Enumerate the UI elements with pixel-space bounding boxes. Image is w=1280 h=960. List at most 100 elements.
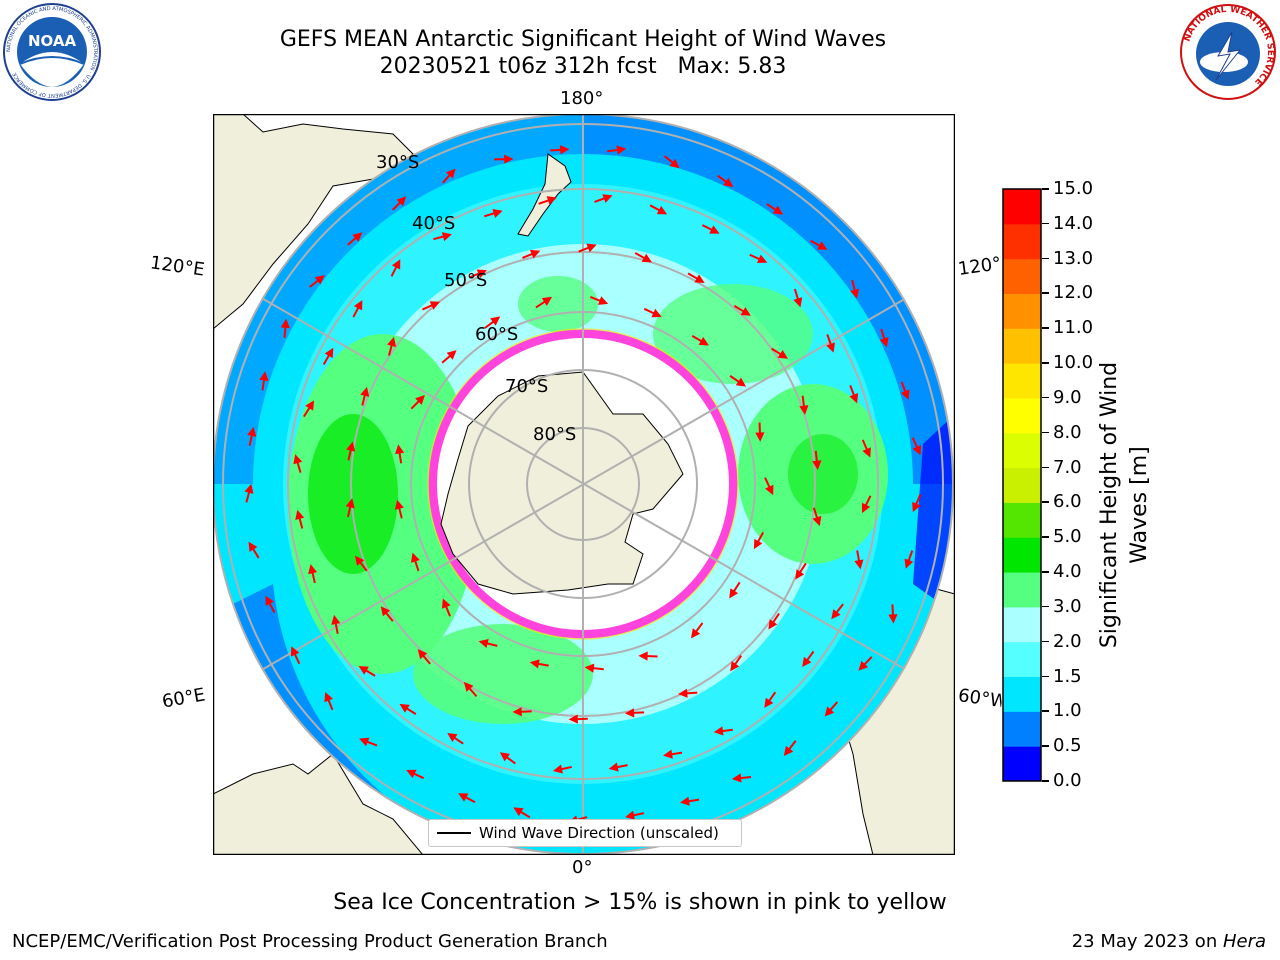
wind-wave-arrow: [552, 764, 572, 774]
wind-wave-arrow: [678, 688, 698, 698]
wind-wave-arrow: [793, 288, 803, 308]
colorbar-segment: [1003, 223, 1041, 260]
wind-wave-arrow: [729, 581, 741, 599]
wind-wave-arrow: [417, 649, 431, 665]
footer-left: NCEP/EMC/Verification Post Processing Pr…: [12, 931, 608, 952]
wind-wave-arrow: [861, 495, 872, 514]
wind-wave-arrow: [663, 749, 683, 759]
nws-logo: NATIONAL WEATHER SERVICE: [1180, 4, 1276, 100]
colorbar-tick-mark: [1042, 431, 1049, 434]
wind-wave-arrow: [680, 796, 700, 806]
wind-wave-arrow: [387, 336, 397, 356]
colorbar-tick-label: 13.0: [1053, 247, 1094, 269]
wind-wave-arrow: [589, 296, 609, 305]
colorbar-segment: [1003, 328, 1041, 364]
wind-wave-arrow: [484, 316, 501, 329]
colorbar-tick-label: 4.0: [1053, 561, 1082, 583]
wind-wave-arrow: [483, 209, 503, 218]
colorbar-tick-label: 15.0: [1053, 178, 1094, 199]
wind-wave-arrow: [888, 604, 898, 624]
wind-wave-arrow: [607, 145, 627, 155]
wind-wave-arrow: [441, 168, 456, 184]
wind-wave-arrow: [764, 477, 774, 496]
polar-map: [213, 114, 955, 855]
wind-wave-arrow: [854, 550, 864, 570]
colorbar-tick-mark: [1042, 362, 1049, 364]
wind-wave-arrow: [568, 714, 588, 724]
colorbar-segment: [1003, 537, 1041, 573]
chart-title: GEFS MEAN Antarctic Significant Height o…: [279, 27, 887, 52]
wind-wave-arrow: [826, 334, 835, 353]
wind-wave-arrow: [463, 681, 478, 698]
wind-wave-arrow: [768, 612, 780, 630]
wind-wave-arrow: [690, 622, 704, 639]
wind-wave-arrow: [522, 249, 541, 259]
wind-wave-arrow: [345, 498, 355, 518]
wind-wave-arrow: [594, 194, 613, 203]
wind-wave-arrow: [499, 752, 516, 765]
wind-wave-arrow: [849, 385, 859, 404]
colorbar-tick-label: 0.5: [1053, 735, 1082, 757]
wind-wave-arrow: [730, 654, 743, 672]
wind-wave-arrow: [858, 656, 873, 671]
wind-wave-arrow: [810, 239, 828, 250]
wind-wave-arrow: [433, 232, 452, 242]
footer-machine: Hera: [1222, 931, 1266, 952]
wind-wave-arrow: [395, 444, 405, 464]
colorbar-segment: [1003, 746, 1041, 782]
wind-wave-arrow: [783, 740, 797, 756]
colorbar-tick-mark: [1042, 396, 1049, 399]
colorbar-tick-mark: [1042, 292, 1049, 294]
colorbar: [1002, 188, 1042, 782]
wind-wave-arrow: [766, 203, 784, 215]
colorbar-segment: [1003, 606, 1041, 643]
wind-wave-arrow: [824, 701, 839, 717]
wind-wave-arrow: [458, 793, 476, 804]
wind-wave-arrow: [494, 154, 514, 164]
colorbar-tick-label: 9.0: [1053, 386, 1082, 408]
lon-label-0: 0°: [572, 857, 593, 878]
lat-label-50s: 50°S: [444, 270, 488, 291]
lon-label-120e: 120°E: [148, 252, 206, 281]
wind-wave-arrow: [861, 439, 871, 458]
wind-wave-arrow: [831, 603, 844, 620]
wind-wave-arrow: [755, 422, 765, 442]
wind-wave-arrow: [638, 651, 658, 661]
wind-wave-arrow: [324, 691, 334, 711]
colorbar-segment: [1003, 258, 1041, 294]
wind-wave-arrow: [717, 174, 734, 187]
wind-wave-arrow: [634, 252, 653, 263]
lon-label-60w: 60°W: [956, 685, 1004, 712]
wind-wave-arrow: [280, 318, 290, 338]
colorbar-tick-mark: [1042, 536, 1049, 538]
colorbar-tick-mark: [1042, 501, 1049, 503]
wind-wave-arrow: [406, 769, 425, 780]
wind-wave-arrow: [608, 762, 628, 772]
noaa-logo: NOAA NATIONAL OCEANIC AND ATMOSPHERIC AD…: [3, 3, 101, 101]
wind-wave-arrow: [346, 441, 356, 461]
wind-wave-arrow: [360, 386, 370, 406]
wind-wave-arrow: [912, 494, 922, 513]
chart-subtitle: 20230521 t06z 312h fcst Max: 5.83: [379, 54, 787, 79]
wind-wave-arrow: [347, 232, 363, 246]
wind-wave-arrow: [259, 371, 269, 391]
wind-wave-arrow: [538, 196, 557, 205]
wind-wave-arrow: [904, 550, 914, 569]
lon-label-180: 180°: [560, 88, 604, 109]
colorbar-tick-mark: [1042, 466, 1049, 469]
wind-wave-arrow: [248, 541, 260, 559]
colorbar-tick-mark: [1042, 745, 1049, 747]
wind-wave-arrow: [687, 272, 705, 284]
colorbar-tick-mark: [1042, 710, 1049, 712]
colorbar-tick-mark: [1042, 188, 1049, 190]
colorbar-segment: [1003, 641, 1041, 678]
lat-label-30s: 30°S: [376, 152, 420, 173]
wind-wave-arrow: [354, 555, 368, 572]
map-legend: Wind Wave Direction (unscaled): [428, 819, 742, 847]
wind-wave-arrow: [729, 375, 747, 387]
wind-wave-arrow: [584, 663, 604, 673]
colorbar-segment: [1003, 572, 1041, 608]
wind-wave-arrows: [244, 145, 922, 825]
colorbar-tick-label: 8.0: [1053, 421, 1082, 443]
wind-wave-arrow: [625, 810, 645, 820]
